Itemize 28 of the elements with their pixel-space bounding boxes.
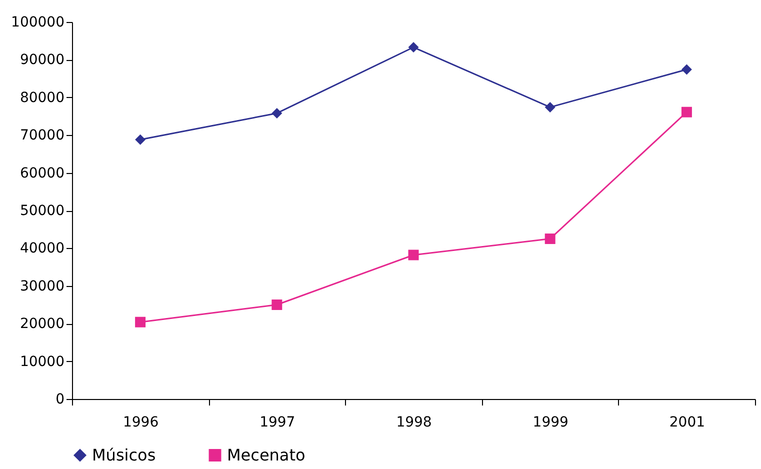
point [681, 106, 692, 118]
y-tick-label: 50000 [20, 203, 64, 219]
x-tick-label: 1998 [396, 414, 432, 430]
y-tick-label: 0 [56, 392, 64, 408]
x-tick-label: 1997 [260, 414, 296, 430]
y-tick-label: 30000 [20, 278, 64, 294]
x-tick-label: 1996 [122, 414, 159, 430]
legend-label: Músicos [92, 445, 156, 464]
y-tick-label: 80000 [20, 90, 64, 106]
y-tick-label: 100000 [11, 14, 64, 30]
x-tick-label: 1999 [532, 414, 568, 430]
point [544, 234, 556, 244]
y-tick-label: 40000 [20, 240, 64, 257]
y-tick-label: 60000 [20, 165, 64, 182]
y-tick-label: 90000 [20, 52, 64, 68]
point [681, 64, 692, 75]
y-tick-label: 20000 [20, 316, 64, 332]
point [408, 250, 419, 260]
x-tick-label: 2001 [669, 414, 706, 430]
y-tick-label: 10000 [20, 354, 64, 370]
legend-label: Mecenato [227, 445, 306, 464]
point [408, 42, 419, 53]
point [272, 300, 282, 310]
y-tick-label: 70000 [20, 128, 64, 144]
point [544, 102, 556, 112]
point [135, 134, 146, 145]
point [272, 108, 282, 118]
point [135, 316, 146, 328]
